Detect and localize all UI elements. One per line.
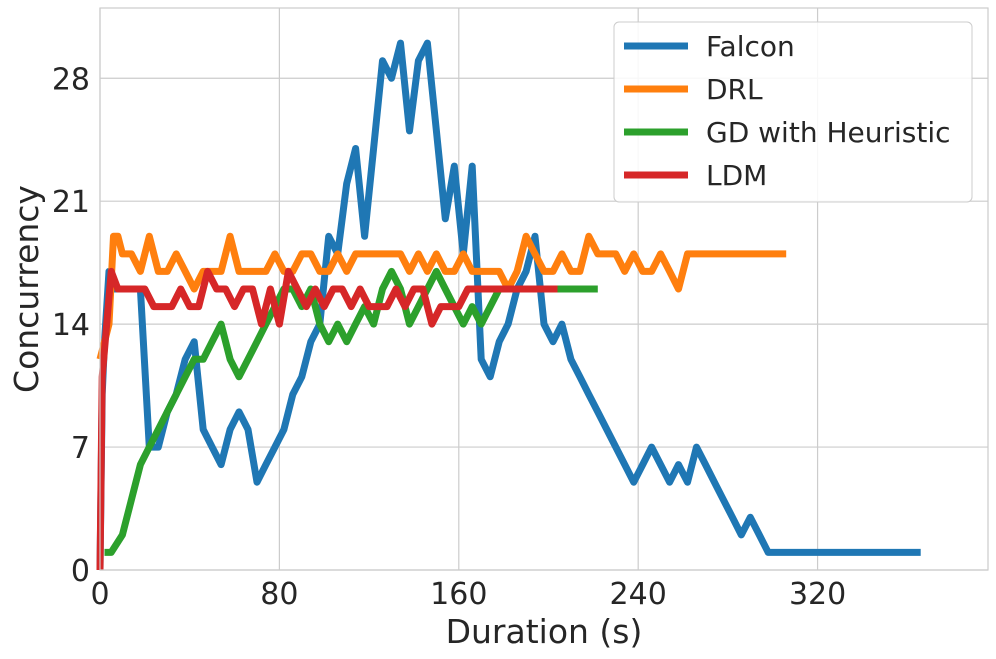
x-tick-label: 240: [610, 577, 667, 612]
y-tick-labels: 0 7 14 21 28: [52, 62, 90, 589]
y-tick-label: 28: [52, 62, 90, 97]
y-axis-title: Concurrency: [7, 185, 46, 393]
legend: Falcon DRL GD with Heuristic LDM: [613, 21, 973, 203]
legend-label-falcon: Falcon: [706, 30, 795, 63]
x-axis-title: Duration (s): [446, 612, 643, 651]
x-tick-labels: 0 80 160 240 320: [90, 577, 846, 612]
series-line-falcon: [96, 39, 921, 571]
series-line-ldm: [96, 267, 558, 571]
x-tick-label: 320: [789, 577, 846, 612]
legend-box: [613, 21, 973, 203]
y-tick-label: 0: [71, 554, 90, 589]
series-lines: [96, 39, 921, 571]
x-tick-label: 160: [430, 577, 487, 612]
legend-label-drl: DRL: [706, 73, 763, 106]
x-tick-label: 0: [90, 577, 109, 612]
legend-label-ldm: LDM: [706, 159, 767, 192]
x-tick-label: 80: [260, 577, 298, 612]
legend-label-gd-with-heuristic: GD with Heuristic: [706, 116, 951, 149]
y-tick-label: 7: [71, 431, 90, 466]
series-line-drl: [96, 232, 787, 361]
y-tick-label: 14: [52, 308, 90, 343]
plot-frame: [99, 7, 989, 571]
y-tick-label: 21: [52, 185, 90, 220]
